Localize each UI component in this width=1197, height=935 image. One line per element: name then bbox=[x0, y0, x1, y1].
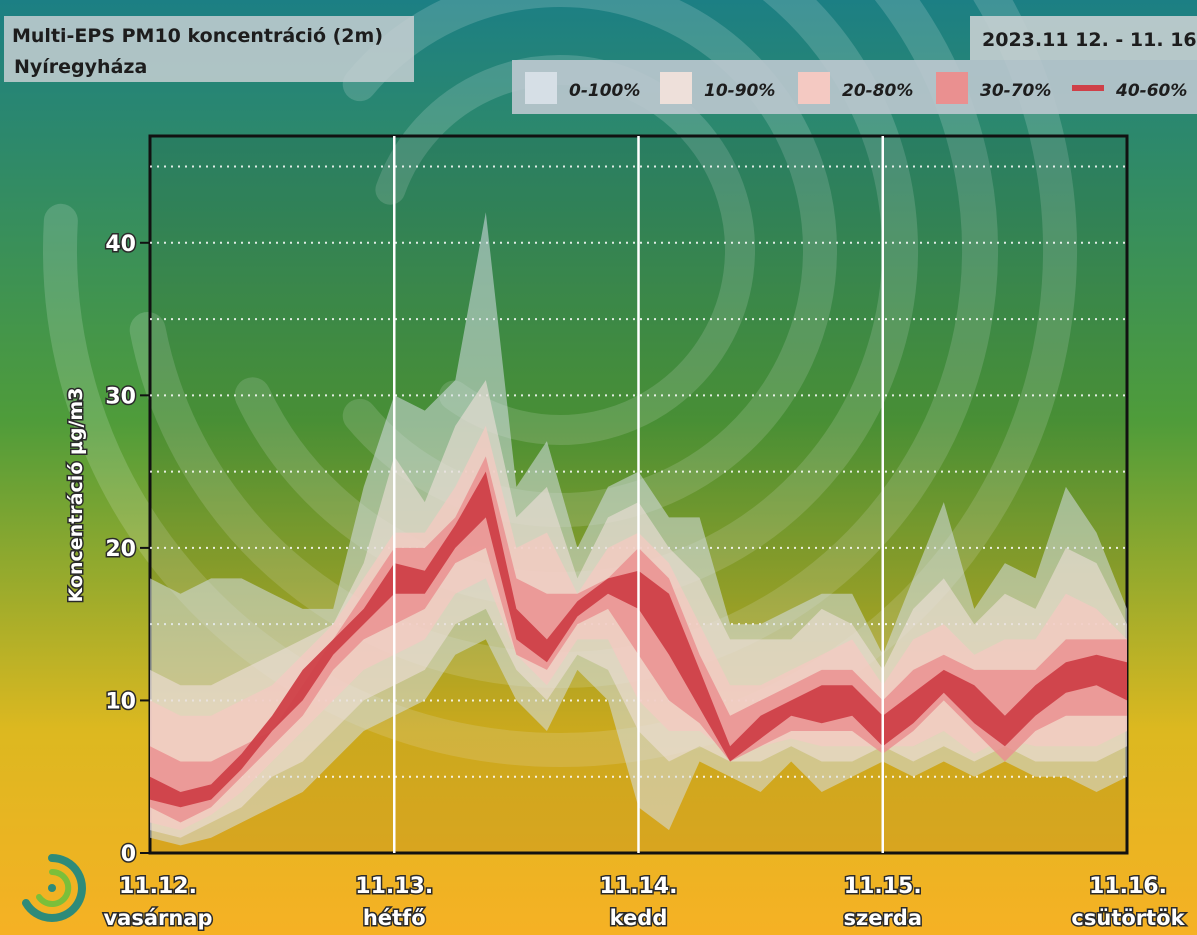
y-tick-label: 30 bbox=[105, 384, 136, 409]
legend-swatch bbox=[936, 72, 968, 104]
logo-icon bbox=[22, 854, 86, 922]
legend-label: 10-90% bbox=[704, 81, 775, 101]
x-tick-day: hétfő bbox=[363, 906, 426, 930]
date-range: 2023.11 12. - 11. 16 bbox=[982, 29, 1197, 51]
legend-label: 20-80% bbox=[842, 81, 913, 101]
legend-swatch bbox=[660, 72, 692, 104]
x-tick-label: 11.13. bbox=[355, 874, 433, 899]
y-tick-label: 0 bbox=[121, 842, 136, 867]
legend-swatch bbox=[1072, 85, 1104, 91]
legend: 0-100% 10-90% 20-80% 30-70% 40-60% bbox=[512, 60, 1197, 114]
y-axis-label: Koncentráció µg/m3 bbox=[65, 388, 87, 603]
legend-label: 30-70% bbox=[980, 81, 1051, 101]
chart-title: Multi-EPS PM10 koncentráció (2m) bbox=[12, 25, 383, 47]
x-tick-day: szerda bbox=[843, 906, 922, 930]
x-tick-day: kedd bbox=[610, 906, 668, 930]
x-tick-day: csütörtök bbox=[1071, 906, 1185, 930]
chart-subtitle: Nyíregyháza bbox=[14, 56, 147, 78]
x-tick-label: 11.15. bbox=[844, 874, 922, 899]
x-tick-label: 11.16. bbox=[1089, 874, 1167, 899]
x-tick-label: 11.14. bbox=[600, 874, 678, 899]
legend-label: 40-60% bbox=[1115, 81, 1187, 101]
y-tick-label: 10 bbox=[105, 689, 136, 714]
y-axis: 0 10 20 30 40 bbox=[104, 230, 150, 869]
swirl-arc bbox=[375, 55, 755, 445]
legend-swatch bbox=[525, 72, 557, 104]
date-range-box bbox=[970, 16, 1197, 60]
x-axis: 11.12. vasárnap 11.13. hétfő 11.14. kedd 11.15… bbox=[102, 873, 1187, 932]
plot-area bbox=[148, 134, 1129, 855]
legend-label: 0-100% bbox=[569, 81, 640, 101]
title-box bbox=[4, 16, 414, 82]
legend-swatch bbox=[798, 72, 830, 104]
x-tick-day: vasárnap bbox=[103, 906, 212, 930]
y-tick-label: 20 bbox=[105, 537, 136, 562]
y-tick-label: 40 bbox=[105, 232, 136, 257]
swirl-arc bbox=[129, 0, 998, 688]
x-tick-label: 11.12. bbox=[119, 874, 197, 899]
